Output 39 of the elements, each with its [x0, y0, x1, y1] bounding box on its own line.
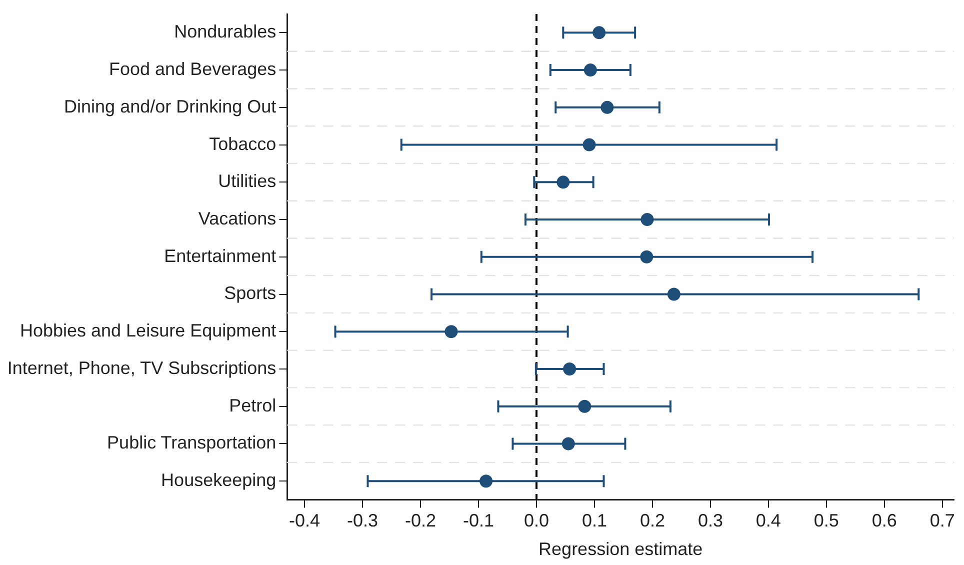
x-tick-label: -0.3	[347, 510, 378, 531]
x-tick-label: 0.0	[524, 510, 550, 531]
x-tick-label: 0.3	[698, 510, 723, 531]
x-tick-label: 0.1	[582, 510, 607, 531]
x-tick-label: -0.4	[289, 510, 320, 531]
point	[640, 250, 654, 264]
x-tick-label: 0.2	[640, 510, 665, 531]
y-tick-label: Vacations	[198, 208, 276, 228]
point	[578, 400, 592, 413]
y-tick-label: Food and Beverages	[109, 59, 276, 80]
point	[640, 213, 654, 226]
y-tick-label: Entertainment	[164, 246, 276, 266]
point	[584, 64, 597, 77]
x-tick-label: 0.5	[814, 510, 839, 531]
point	[592, 26, 606, 40]
point	[582, 138, 596, 152]
point	[600, 100, 614, 114]
point	[444, 325, 458, 338]
y-tick-label: Dining and/or Drinking Out	[64, 96, 276, 116]
y-tick-label: Public Transportation	[107, 432, 276, 453]
point	[562, 437, 575, 450]
y-tick-label: Utilities	[218, 171, 276, 192]
point	[480, 474, 493, 488]
y-tick-label: Sports	[224, 283, 276, 304]
x-tick-label: 0.7	[930, 510, 955, 531]
x-axis-title: Regression estimate	[538, 539, 703, 560]
point	[667, 288, 680, 301]
y-tick-label: Internet, Phone, TV Subscriptions	[7, 358, 276, 378]
y-tick-label: Housekeeping	[161, 470, 276, 490]
x-tick-label: -0.1	[462, 510, 494, 531]
y-tick-label: Petrol	[229, 395, 276, 416]
x-tick-label: -0.2	[405, 510, 436, 531]
y-tick-label: Tobacco	[209, 134, 276, 154]
point	[556, 176, 570, 189]
x-tick-label: 0.4	[756, 510, 781, 531]
y-tick-label: Nondurables	[174, 22, 276, 42]
point	[563, 362, 576, 376]
y-tick-label: Hobbies and Leisure Equipment	[20, 320, 276, 341]
x-tick-label: 0.6	[872, 510, 897, 531]
